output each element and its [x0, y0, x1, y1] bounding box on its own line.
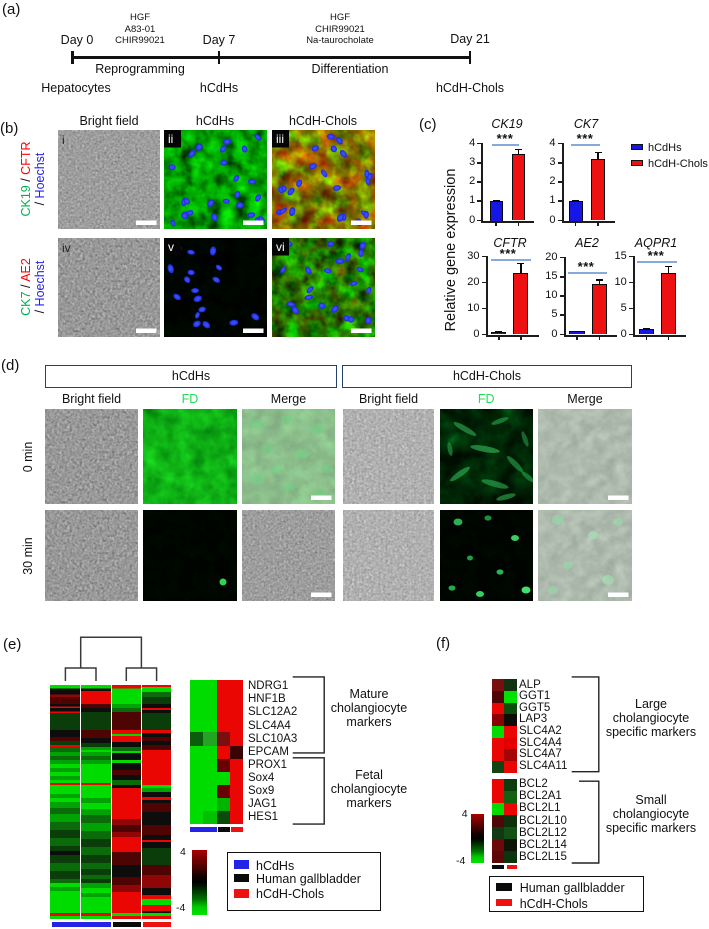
svg-text:ii: ii	[168, 132, 173, 146]
svg-text:iii: iii	[276, 132, 284, 146]
svg-text:vi: vi	[276, 240, 285, 254]
svg-text:v: v	[168, 240, 174, 254]
svg-text:i: i	[62, 133, 65, 147]
svg-text:iv: iv	[62, 241, 71, 255]
